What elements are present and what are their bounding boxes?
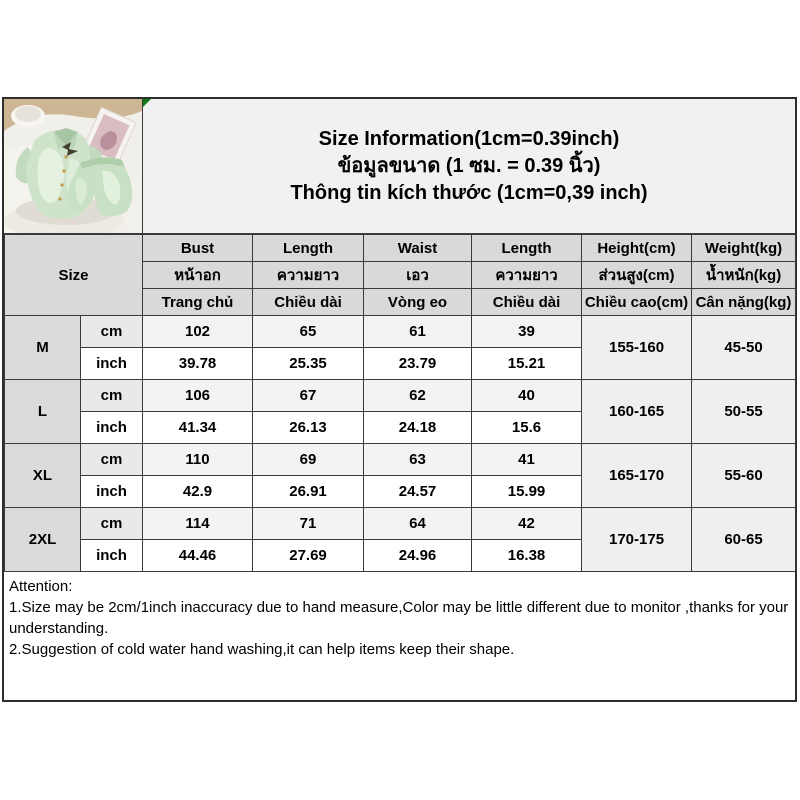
title-cell: Size Information(1cm=0.39inch) ข้อมูลขนา…: [143, 99, 795, 233]
unit-cell: cm: [79, 315, 144, 348]
value-cell: 61: [363, 315, 473, 348]
unit-cell: inch: [79, 475, 144, 508]
unit-cell: cm: [79, 379, 144, 412]
value-cell: 65: [252, 315, 365, 348]
value-cell: 24.57: [363, 475, 473, 508]
value-cell: 27.69: [252, 539, 365, 572]
unit-cell: cm: [79, 443, 144, 476]
height-cell: 160-165: [581, 379, 693, 444]
table-row: L cm 106 67 62 40 160-165 50-55: [4, 379, 797, 444]
col-header-bust-en: Bust: [142, 234, 254, 262]
value-cell: 42.9: [142, 475, 254, 508]
attention-note-2: 2.Suggestion of cold water hand washing,…: [9, 641, 515, 658]
value-cell: 41.34: [142, 411, 254, 444]
height-cell: 155-160: [581, 315, 693, 380]
value-cell: 24.18: [363, 411, 473, 444]
col-header-bust-vi: Trang chủ: [142, 288, 254, 316]
value-cell: 23.79: [363, 347, 473, 380]
product-photo: [4, 99, 143, 233]
value-cell: 106: [142, 379, 254, 412]
table-row: inch 39.78 25.35 23.79 15.21: [5, 347, 796, 380]
unit-cell: inch: [79, 347, 144, 380]
value-cell: 25.35: [252, 347, 365, 380]
header-row-th: หน้าอก ความยาว เอว ความยาว ส่วนสูง(cm) น…: [5, 261, 797, 289]
attention-heading: Attention:: [9, 578, 73, 595]
pajama-photo-illustration: [4, 99, 142, 233]
value-cell: 63: [363, 443, 473, 476]
cell-flag-icon: [143, 99, 151, 107]
col-header-waist-th: เอว: [363, 261, 473, 289]
value-cell: 26.13: [252, 411, 365, 444]
height-cell: 170-175: [581, 507, 693, 572]
value-cell: 64: [363, 507, 473, 540]
col-header-height-en: Height(cm): [581, 234, 693, 262]
value-cell: 41: [471, 443, 583, 476]
value-cell: 16.38: [471, 539, 583, 572]
header-row-vi: Trang chủ Chiều dài Vòng eo Chiều dài Ch…: [5, 288, 797, 316]
header-row-en: Size Bust Length Waist Length Height(cm)…: [3, 234, 797, 316]
weight-cell: 45-50: [691, 315, 797, 380]
title-vietnamese: Thông tin kích thước (1cm=0,39 inch): [290, 181, 648, 204]
value-cell: 67: [252, 379, 365, 412]
col-header-length2-vi: Chiều dài: [471, 288, 583, 316]
size-table: Size Bust Length Waist Length Height(cm)…: [3, 234, 797, 572]
value-cell: 69: [252, 443, 365, 476]
height-cell: 165-170: [581, 443, 693, 508]
value-cell: 114: [142, 507, 254, 540]
value-cell: 40: [471, 379, 583, 412]
top-band: Size Information(1cm=0.39inch) ข้อมูลขนา…: [4, 99, 795, 234]
table-row: M cm 102 65 61 39 155-160 45-50: [4, 315, 797, 380]
value-cell: 62: [363, 379, 473, 412]
value-cell: 15.6: [471, 411, 583, 444]
col-header-weight-th: น้ำหนัก(kg): [691, 261, 797, 289]
unit-cell: inch: [79, 411, 144, 444]
col-header-height-vi: Chiều cao(cm): [581, 288, 693, 316]
attention-notes: Attention: 1.Size may be 2cm/1inch inacc…: [4, 572, 795, 660]
col-header-weight-en: Weight(kg): [691, 234, 797, 262]
value-cell: 39.78: [142, 347, 254, 380]
weight-cell: 50-55: [691, 379, 797, 444]
size-header-cell: Size: [3, 234, 144, 316]
value-cell: 24.96: [363, 539, 473, 572]
col-header-bust-th: หน้าอก: [142, 261, 254, 289]
table-row: 2XL cm 114 71 64 42 170-175 60-65: [4, 507, 797, 572]
weight-cell: 60-65: [691, 507, 797, 572]
value-cell: 39: [471, 315, 583, 348]
title-english: Size Information(1cm=0.39inch): [318, 127, 620, 150]
size-name-cell: L: [4, 379, 81, 444]
value-cell: 110: [142, 443, 254, 476]
col-header-length2-th: ความยาว: [471, 261, 583, 289]
value-cell: 15.99: [471, 475, 583, 508]
unit-cell: inch: [79, 539, 144, 572]
bow-accent: [62, 142, 78, 156]
size-name-cell: M: [4, 315, 81, 380]
title-thai: ข้อมูลขนาด (1 ซม. = 0.39 นิ้ว): [337, 154, 601, 177]
col-header-weight-vi: Cân nặng(kg): [691, 288, 797, 316]
table-row: XL cm 110 69 63 41 165-170 55-60: [4, 443, 797, 508]
value-cell: 26.91: [252, 475, 365, 508]
table-row: inch 41.34 26.13 24.18 15.6: [5, 411, 796, 444]
col-header-waist-en: Waist: [363, 234, 473, 262]
col-header-length2-en: Length: [471, 234, 583, 262]
weight-cell: 55-60: [691, 443, 797, 508]
col-header-length-en: Length: [252, 234, 365, 262]
value-cell: 42: [471, 507, 583, 540]
size-chart-sheet: Size Information(1cm=0.39inch) ข้อมูลขนา…: [2, 97, 797, 702]
value-cell: 15.21: [471, 347, 583, 380]
table-row: inch 44.46 27.69 24.96 16.38: [5, 539, 796, 572]
col-header-waist-vi: Vòng eo: [363, 288, 473, 316]
unit-cell: cm: [79, 507, 144, 540]
col-header-length-th: ความยาว: [252, 261, 365, 289]
attention-note-1: 1.Size may be 2cm/1inch inaccuracy due t…: [9, 599, 789, 637]
col-header-height-th: ส่วนสูง(cm): [581, 261, 693, 289]
col-header-length-vi: Chiều dài: [252, 288, 365, 316]
size-name-cell: XL: [4, 443, 81, 508]
size-name-cell: 2XL: [4, 507, 81, 572]
value-cell: 44.46: [142, 539, 254, 572]
value-cell: 71: [252, 507, 365, 540]
value-cell: 102: [142, 315, 254, 348]
pajama-shorts: [67, 157, 133, 217]
